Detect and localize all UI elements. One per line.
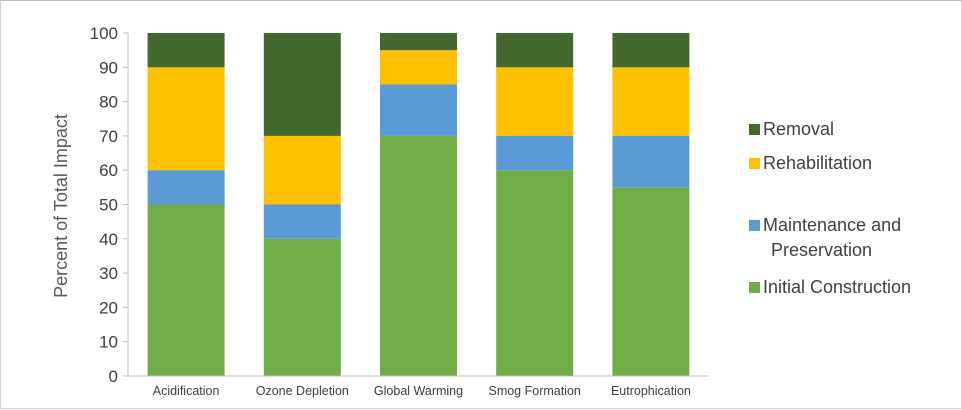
legend-label: Initial Construction — [763, 277, 911, 297]
y-tick-label: 60 — [99, 161, 118, 180]
bar-segment — [147, 204, 225, 376]
legend-label: Removal — [763, 119, 834, 139]
x-tick-label: Eutrophication — [611, 384, 691, 398]
y-tick-label: 50 — [99, 196, 118, 215]
legend-label: Rehabilitation — [763, 153, 872, 173]
axes-layer: Acidification Ozone Depletion Global Warmi… — [90, 24, 709, 398]
bar-segment — [496, 33, 574, 68]
bar-segment — [263, 33, 341, 136]
bar-segment — [612, 187, 690, 376]
y-axis-title: Percent of Total Impact — [51, 114, 71, 298]
bar-segment — [147, 170, 225, 205]
y-tick-label: 10 — [99, 333, 118, 352]
bar-segment — [380, 33, 457, 51]
bar-segment — [612, 67, 690, 136]
bar-segment — [263, 135, 341, 205]
x-tick-label: Smog Formation — [488, 384, 580, 398]
legend-swatch — [749, 158, 760, 169]
bar-segment — [612, 135, 690, 188]
y-tick-label: 90 — [99, 58, 118, 77]
bar-segment — [147, 33, 225, 68]
bar-segment — [496, 135, 574, 171]
y-tick-label: 70 — [99, 127, 118, 146]
bar-segment — [263, 204, 341, 239]
y-tick-label: 80 — [99, 93, 118, 112]
legend-swatch — [749, 220, 760, 231]
x-tick-label: Acidification — [153, 384, 220, 398]
bar-segment — [147, 67, 225, 171]
legend-swatch — [749, 124, 760, 135]
bar-segment — [380, 84, 457, 136]
y-tick-label: 30 — [99, 264, 118, 283]
legend-label: Maintenance and Preservation — [763, 215, 901, 260]
y-tick-label: 0 — [109, 367, 118, 386]
bar-segment — [496, 67, 574, 136]
y-tick-label: 40 — [99, 230, 118, 249]
bars-layer — [147, 33, 690, 376]
bar-segment — [496, 170, 574, 376]
bar-segment — [263, 238, 341, 376]
bar-segment — [612, 33, 690, 68]
x-tick-label: Ozone Depletion — [256, 384, 349, 398]
legend-swatch — [749, 282, 760, 293]
bar-segment — [380, 135, 457, 376]
legend: Removal Rehabilitation Maintenance and Pres… — [749, 119, 911, 297]
y-tick-label: 100 — [90, 24, 118, 43]
x-tick-label: Global Warming — [374, 384, 463, 398]
y-tick-label: 20 — [99, 298, 118, 317]
bar-segment — [380, 50, 457, 85]
